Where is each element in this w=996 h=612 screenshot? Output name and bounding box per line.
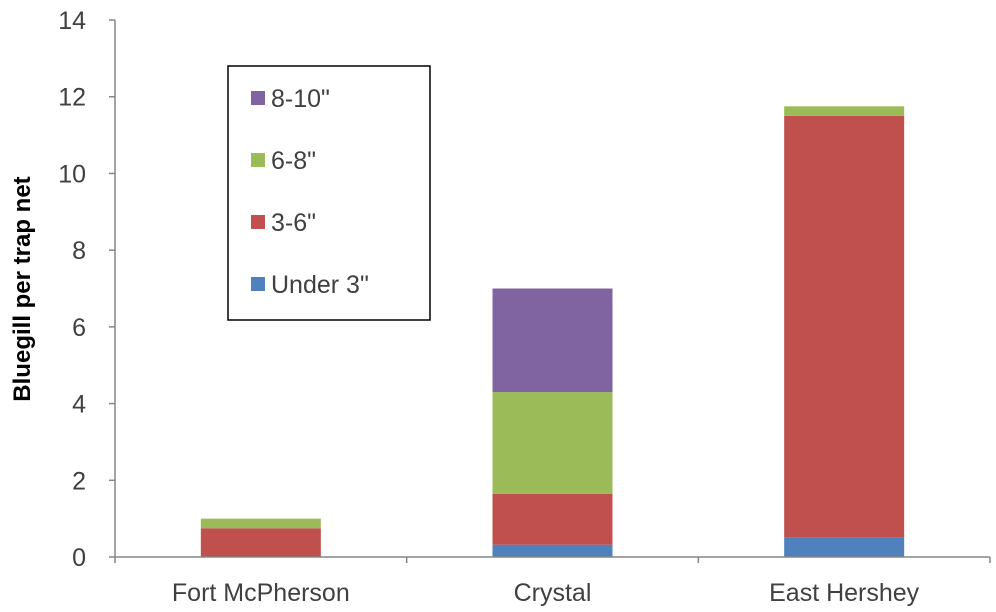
- bar-segment: [492, 544, 613, 557]
- bar-segment: [784, 115, 905, 538]
- legend-label: Under 3": [271, 271, 369, 299]
- bar-segment: [492, 493, 613, 545]
- bar-segment: [200, 528, 321, 557]
- bar-segment: [784, 106, 905, 116]
- bar-segment: [492, 288, 613, 393]
- y-axis-ticks: 0 2 4 6 8 10 12 14: [58, 7, 115, 572]
- bar-segment: [492, 392, 613, 494]
- y-axis-label: Bluegill per trap net: [9, 176, 36, 401]
- bar-segment: [784, 537, 905, 557]
- y-tick-label: 4: [72, 391, 86, 419]
- y-tick-label: 12: [58, 84, 86, 112]
- y-tick-label: 0: [72, 544, 86, 572]
- legend-swatch: [251, 91, 265, 105]
- legend-label: 6-8": [271, 147, 316, 175]
- y-tick-label: 8: [72, 237, 86, 265]
- x-axis-ticks: Fort McPherson Crystal East Hershey: [114, 557, 991, 607]
- legend-swatch: [251, 215, 265, 229]
- y-tick-label: 6: [72, 314, 86, 342]
- legend-label: 3-6": [271, 209, 316, 237]
- x-tick-label: Crystal: [514, 579, 592, 607]
- y-tick-label: 14: [58, 7, 86, 35]
- x-tick-label: Fort McPherson: [172, 579, 350, 607]
- bar-segment: [200, 518, 321, 529]
- y-tick-label: 10: [58, 160, 86, 188]
- bar-segments: [200, 106, 905, 557]
- legend-swatch: [251, 277, 265, 291]
- legend-swatch: [251, 153, 265, 167]
- x-tick-label: East Hershey: [769, 579, 920, 607]
- legend-label: 8-10": [271, 85, 330, 113]
- legend: 8-10" 6-8" 3-6" Under 3": [227, 65, 431, 321]
- y-tick-label: 2: [72, 467, 86, 495]
